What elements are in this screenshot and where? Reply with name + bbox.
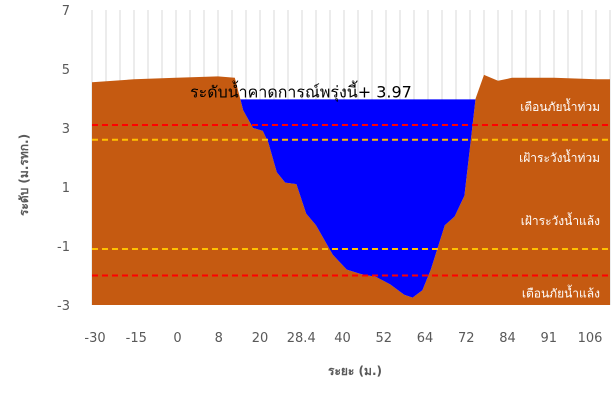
y-tick-label: 3 [62,122,70,137]
threshold-label: เตือนภัยน้ำแล้ง [522,285,600,301]
x-tick-label: 52 [375,331,392,346]
x-tick-label: 28.4 [287,331,316,346]
x-tick-label: 0 [173,331,181,346]
y-tick-label: 7 [62,4,70,19]
forecast-water-level-label: ระดับน้ำคาดการณ์พรุ่งนี้+ 3.97 [190,80,412,102]
y-tick-label: -1 [57,240,70,255]
reference-lines: เตือนภัยน้ำท่วมเฝ้าระวังน้ำท่วมเฝ้าระวัง… [92,98,610,301]
threshold-label: เฝ้าระวังน้ำแล้ง [521,212,600,228]
y-tick-label: 5 [62,63,70,78]
x-tick-label: -15 [126,331,147,346]
x-tick-label: 91 [540,331,557,346]
x-tick-label: 106 [578,331,603,346]
x-tick-label: 8 [215,331,223,346]
ground-layer [92,74,610,306]
y-tick-labels: 7 5 3 1 -1 -3 [57,4,70,314]
x-tick-label: 84 [499,331,516,346]
x-tick-label: 40 [334,331,351,346]
x-tick-label: 72 [458,331,475,346]
x-axis-title: ระยะ (ม.) [328,364,382,378]
y-axis-title: ระดับ (ม.รทก.) [17,134,31,216]
ground-profile-area [92,74,610,306]
x-tick-labels: -30 -15 0 8 20 28.4 40 52 64 72 84 91 106 [84,331,602,346]
x-tick-label: 64 [417,331,434,346]
y-tick-label: 1 [62,181,70,196]
y-tick-label: -3 [57,299,70,314]
threshold-label: เฝ้าระวังน้ำท่วม [519,149,600,165]
threshold-label: เตือนภัยน้ำท่วม [520,98,600,114]
x-tick-label: -30 [84,331,105,346]
x-tick-label: 20 [252,331,269,346]
